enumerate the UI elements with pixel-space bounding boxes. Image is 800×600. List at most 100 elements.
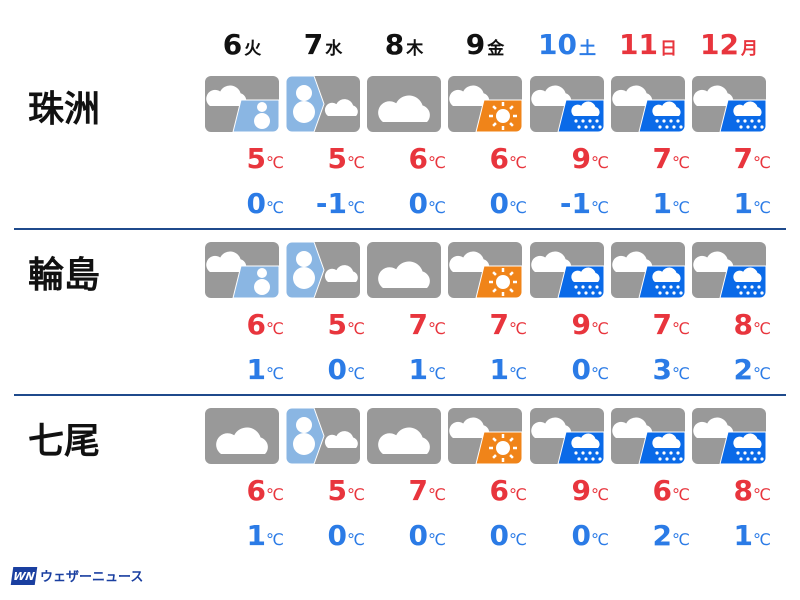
high-temp: 7℃ xyxy=(447,308,527,341)
day-weekday: 土 xyxy=(578,39,596,59)
high-temp-value: 5 xyxy=(327,474,348,507)
high-temp: 7℃ xyxy=(691,142,771,175)
high-temp: 7℃ xyxy=(366,474,446,507)
unit-label: ℃ xyxy=(672,153,690,172)
high-temp: 8℃ xyxy=(691,308,771,341)
low-temp-value: 2 xyxy=(652,519,673,552)
unit-label: ℃ xyxy=(347,198,365,217)
unit-label: ℃ xyxy=(428,153,446,172)
low-temp-value: -1 xyxy=(559,187,592,220)
unit-label: ℃ xyxy=(266,153,284,172)
unit-label: ℃ xyxy=(753,319,771,338)
snow-then-cloudy-icon xyxy=(285,407,360,465)
unit-label: ℃ xyxy=(753,153,771,172)
unit-label: ℃ xyxy=(591,364,609,383)
high-temp: 5℃ xyxy=(285,474,365,507)
day-date: 9 xyxy=(465,28,486,61)
unit-label: ℃ xyxy=(266,364,284,383)
low-temp: 1℃ xyxy=(204,353,284,386)
high-temp-value: 9 xyxy=(571,308,592,341)
unit-label: ℃ xyxy=(672,198,690,217)
city-name: 輪島 xyxy=(28,255,101,296)
cloudy-icon xyxy=(367,408,441,464)
high-temp: 8℃ xyxy=(691,474,771,507)
high-temp: 7℃ xyxy=(610,142,690,175)
high-temp: 5℃ xyxy=(285,308,365,341)
low-temp-value: 0 xyxy=(571,519,592,552)
unit-label: ℃ xyxy=(591,530,609,549)
low-temp-value: 2 xyxy=(733,353,754,386)
high-temp-value: 7 xyxy=(733,142,754,175)
day-weekday: 水 xyxy=(325,39,343,59)
unit-label: ℃ xyxy=(428,530,446,549)
low-temp: 1℃ xyxy=(691,519,771,552)
day-date: 12 xyxy=(700,28,739,61)
low-temp-value: 1 xyxy=(652,187,673,220)
divider xyxy=(14,228,786,230)
cloudy-then-sunny-icon xyxy=(448,242,523,299)
low-temp-value: 1 xyxy=(246,353,267,386)
low-temp: 1℃ xyxy=(610,187,690,220)
cloudy-then-rain-icon xyxy=(530,242,605,299)
low-temp: -1℃ xyxy=(285,187,365,220)
low-temp: 2℃ xyxy=(691,353,771,386)
low-temp-value: 0 xyxy=(408,519,429,552)
day-weekday: 金 xyxy=(487,39,505,59)
high-temp-value: 6 xyxy=(652,474,673,507)
unit-label: ℃ xyxy=(753,364,771,383)
day-date: 10 xyxy=(538,28,577,61)
cloudy-then-rain-icon xyxy=(692,408,767,465)
low-temp-value: 0 xyxy=(246,187,267,220)
unit-label: ℃ xyxy=(591,153,609,172)
city-name: 七尾 xyxy=(28,421,101,462)
low-temp: 0℃ xyxy=(447,519,527,552)
cloudy-icon xyxy=(367,242,441,298)
cloudy-then-sunny-icon xyxy=(448,76,523,133)
high-temp: 6℃ xyxy=(204,308,284,341)
high-temp-value: 5 xyxy=(327,308,348,341)
high-temp-value: 6 xyxy=(489,474,510,507)
day-date: 7 xyxy=(303,28,324,61)
high-temp: 6℃ xyxy=(366,142,446,175)
unit-label: ℃ xyxy=(428,364,446,383)
high-temp: 5℃ xyxy=(285,142,365,175)
low-temp: 0℃ xyxy=(366,187,446,220)
low-temp-value: 1 xyxy=(408,353,429,386)
high-temp: 6℃ xyxy=(610,474,690,507)
unit-label: ℃ xyxy=(266,198,284,217)
day-header: 11 日 xyxy=(608,28,688,61)
divider xyxy=(14,394,786,396)
cloudy-icon xyxy=(367,76,441,132)
day-header: 10 土 xyxy=(527,28,607,61)
high-temp: 9℃ xyxy=(529,308,609,341)
unit-label: ℃ xyxy=(266,530,284,549)
cloudy-icon xyxy=(205,408,279,464)
day-weekday: 月 xyxy=(740,39,758,59)
low-temp: 1℃ xyxy=(691,187,771,220)
unit-label: ℃ xyxy=(509,319,527,338)
high-temp: 6℃ xyxy=(447,474,527,507)
cloudy-then-snow-icon xyxy=(205,76,280,133)
cloudy-then-rain-icon xyxy=(692,242,767,299)
snow-then-cloudy-icon xyxy=(285,75,360,133)
low-temp: 0℃ xyxy=(285,519,365,552)
unit-label: ℃ xyxy=(347,153,365,172)
unit-label: ℃ xyxy=(509,485,527,504)
low-temp-value: 0 xyxy=(489,519,510,552)
day-weekday: 火 xyxy=(244,39,262,59)
unit-label: ℃ xyxy=(672,530,690,549)
high-temp: 6℃ xyxy=(204,474,284,507)
unit-label: ℃ xyxy=(428,198,446,217)
high-temp-value: 6 xyxy=(489,142,510,175)
unit-label: ℃ xyxy=(591,319,609,338)
low-temp-value: 0 xyxy=(327,353,348,386)
low-temp: 1℃ xyxy=(366,353,446,386)
day-header: 12 月 xyxy=(689,28,769,61)
low-temp-value: 0 xyxy=(571,353,592,386)
low-temp-value: -1 xyxy=(315,187,348,220)
high-temp-value: 6 xyxy=(246,474,267,507)
unit-label: ℃ xyxy=(509,198,527,217)
low-temp-value: 3 xyxy=(652,353,673,386)
unit-label: ℃ xyxy=(347,319,365,338)
